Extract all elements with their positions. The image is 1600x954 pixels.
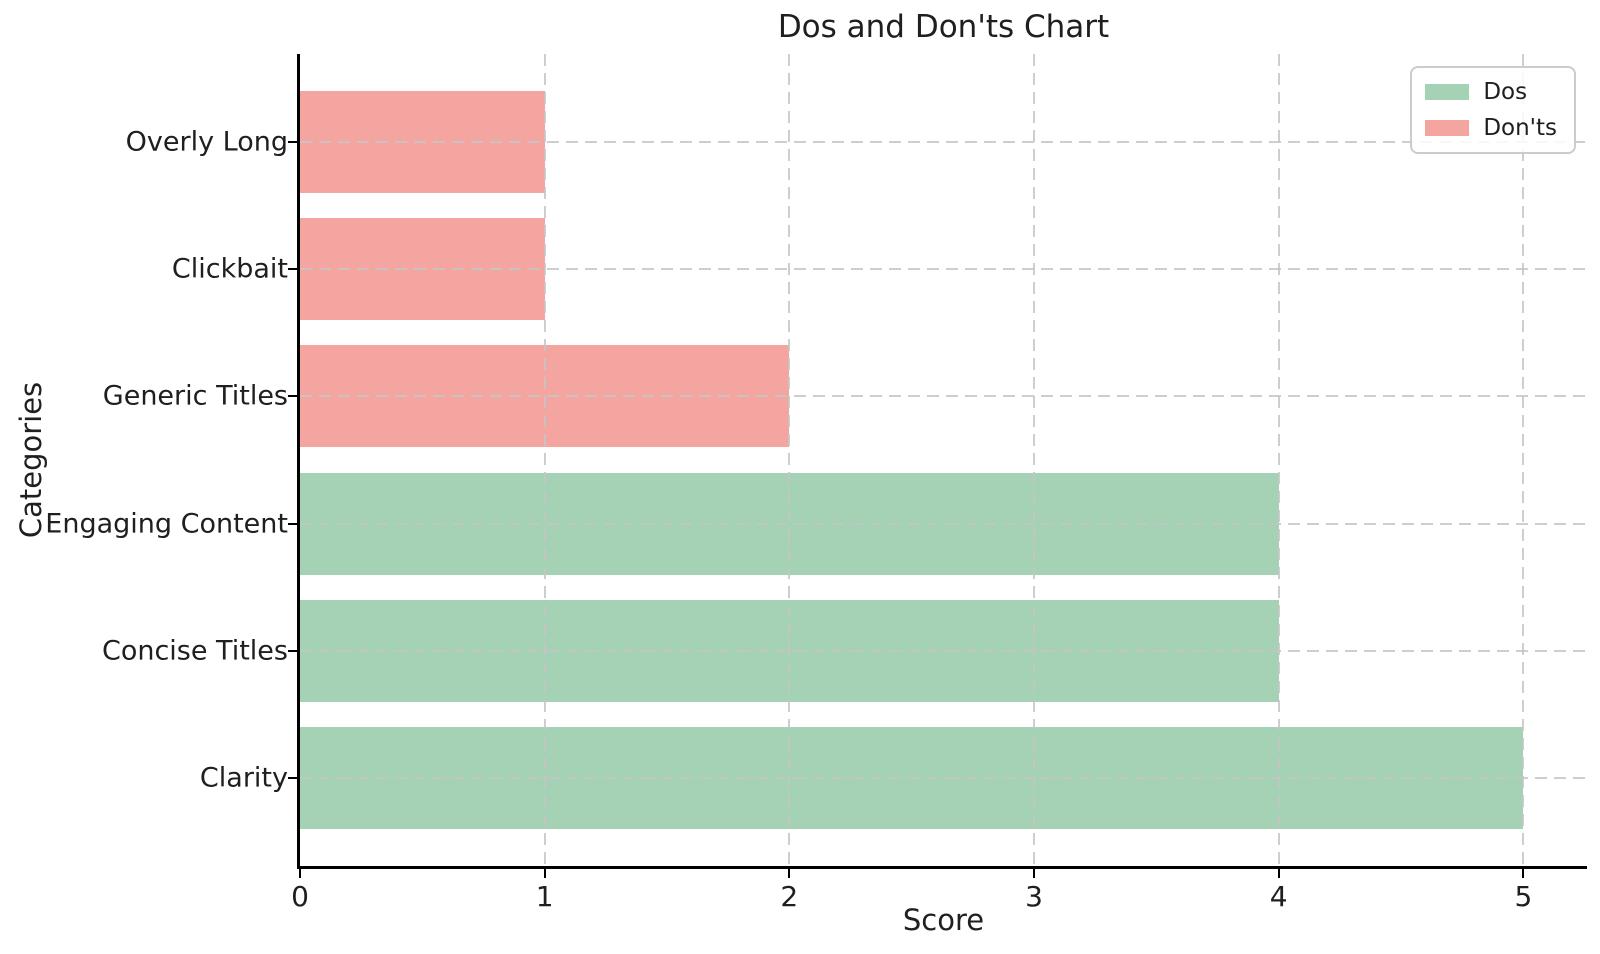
x-tick-label: 5	[1514, 880, 1533, 913]
x-tick-label: 0	[291, 880, 309, 913]
x-tick-label: 4	[1269, 880, 1288, 913]
legend-swatch-dos	[1425, 84, 1470, 100]
legend: Dos Don'ts	[1410, 66, 1576, 154]
y-tick-label: Clickbait	[171, 253, 288, 285]
y-axis-spine	[297, 54, 300, 869]
y-tick-label: Overly Long	[125, 126, 288, 158]
x-tick-mark	[1033, 869, 1036, 878]
bar-engaging-content	[300, 472, 1279, 575]
legend-label-don-ts: Don'ts	[1483, 115, 1557, 141]
y-tick-mark	[288, 649, 297, 652]
chart-title: Dos and Don'ts Chart	[777, 9, 1110, 45]
bar-clarity	[300, 727, 1524, 830]
legend-swatch-don-ts	[1425, 120, 1470, 136]
legend-row-don-ts: Don'ts	[1425, 115, 1557, 141]
y-tick-mark	[288, 522, 297, 525]
plot-area: Dos Don'ts	[297, 54, 1587, 869]
y-tick-label: Generic Titles	[102, 380, 288, 412]
x-axis-title: Score	[902, 903, 985, 937]
bar-concise-titles	[300, 600, 1279, 702]
x-tick-mark	[788, 869, 791, 878]
y-tick-label: Engaging Content	[45, 508, 288, 540]
x-tick-label: 1	[535, 880, 554, 913]
y-tick-label: Clarity	[199, 762, 288, 794]
x-tick-mark	[299, 869, 301, 878]
x-tick-mark	[1277, 869, 1280, 878]
y-tick-mark	[288, 140, 297, 143]
y-tick-label: Concise Titles	[101, 635, 288, 667]
y-tick-mark	[288, 395, 297, 398]
x-axis-spine	[297, 866, 1587, 869]
x-tick-label: 3	[1025, 880, 1043, 913]
y-tick-mark	[288, 777, 297, 780]
legend-label-dos: Dos	[1483, 79, 1528, 105]
x-tick-mark	[1522, 869, 1525, 878]
bar-generic-titles	[300, 345, 790, 448]
y-axis-title: Categories	[14, 381, 48, 539]
legend-row-dos: Dos	[1425, 79, 1557, 105]
bar-overly-long	[300, 90, 545, 193]
x-tick-mark	[543, 869, 546, 878]
y-tick-mark	[288, 268, 297, 271]
x-tick-label: 2	[780, 880, 799, 913]
bar-clickbait	[300, 218, 545, 320]
